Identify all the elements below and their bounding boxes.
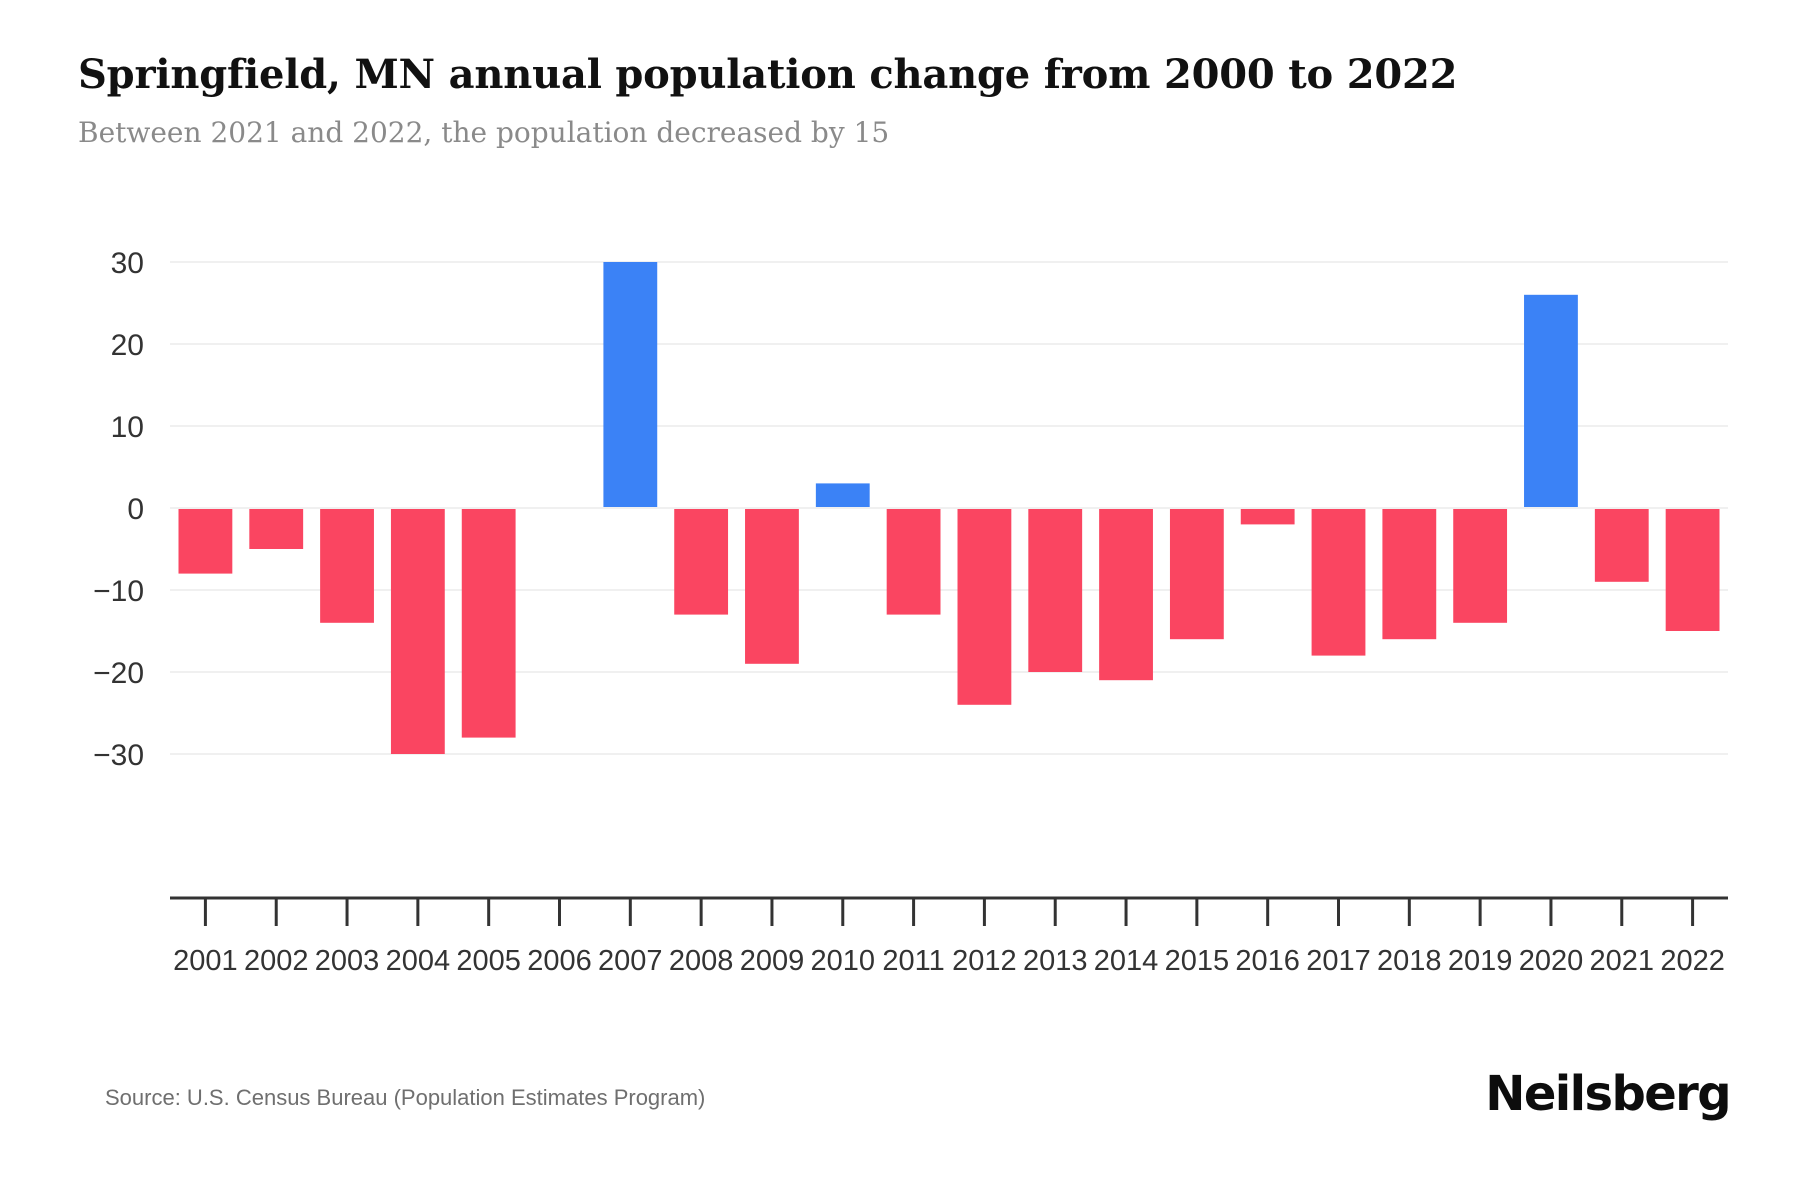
y-axis-tick-label: 0 [127,493,144,526]
brand-logo: Neilsberg [1485,1066,1731,1122]
x-axis-tick-label: 2009 [740,945,805,977]
x-axis-tick-label: 2006 [527,945,592,977]
bar[interactable] [320,508,374,623]
x-axis-tick-label: 2004 [386,945,451,977]
y-axis-tick-label: 20 [111,329,144,362]
chart-footer: Source: U.S. Census Bureau (Population E… [0,1060,1800,1150]
y-axis-tick-label: −20 [93,657,144,690]
bar[interactable] [745,508,799,664]
page-title: Springfield, MN annual population change… [78,51,1458,98]
bar[interactable] [390,508,445,754]
y-axis-tick-label: −10 [93,575,144,608]
bar[interactable] [1665,508,1720,631]
x-axis-tick-label: 2013 [1023,945,1088,977]
y-axis-tick-label: 10 [111,411,144,444]
bar[interactable] [1311,508,1366,656]
x-axis-tick-label: 2008 [669,945,734,977]
y-axis-tick-label: 30 [111,247,144,280]
x-axis-tick-label: 2010 [811,945,876,977]
bar[interactable] [1240,508,1295,525]
x-axis-tick-label: 2007 [598,945,663,977]
x-axis-tick-label: 2005 [456,945,521,977]
bar[interactable] [1099,508,1153,681]
bar[interactable] [886,508,941,615]
x-axis-tick-label: 2014 [1094,945,1159,977]
source-note: Source: U.S. Census Bureau (Population E… [105,1085,706,1110]
bar[interactable] [461,508,516,738]
bar[interactable] [815,483,870,508]
x-axis-tick-label: 2018 [1377,945,1442,977]
x-axis-tick-label: 2016 [1235,945,1300,977]
x-axis-tick-label: 2019 [1448,945,1513,977]
bar[interactable] [1524,294,1578,508]
bars-group [178,262,1720,754]
x-axis-tick-label: 2022 [1660,945,1725,977]
x-axis-tick-label: 2001 [173,945,238,977]
x-axis-tick-label: 2012 [952,945,1017,977]
bar[interactable] [1453,508,1508,623]
x-axis-tick-label: 2017 [1306,945,1371,977]
x-axis-tick-label: 2011 [882,945,944,977]
bar[interactable] [957,508,1012,705]
bar[interactable] [1028,508,1083,672]
chart-header: Springfield, MN annual population change… [78,52,1728,150]
bar[interactable] [1382,508,1437,640]
x-axis: 2001 2002 2003 2004 2005 2006 2007 2008 2009 2010… [170,896,1728,977]
x-axis-tick-label: 2002 [244,945,309,977]
chart-subtitle: Between 2021 and 2022, the population de… [78,116,890,149]
x-axis-tick-label: 2015 [1165,945,1230,977]
bar[interactable] [178,508,233,574]
bar[interactable] [674,508,729,615]
y-axis-tick-label: −30 [93,739,144,772]
x-axis-tick-label: 2003 [315,945,380,977]
x-axis-tick-label: 2021 [1590,945,1655,977]
bar[interactable] [1169,508,1224,640]
bar[interactable] [1594,508,1649,582]
bar[interactable] [249,508,304,549]
bar[interactable] [603,262,658,508]
x-axis-tick-label: 2020 [1519,945,1584,977]
